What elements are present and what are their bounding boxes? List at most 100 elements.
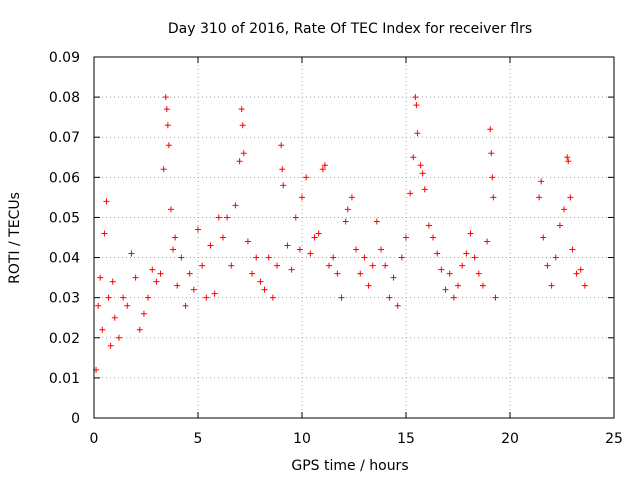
y-tick-label: 0.07 — [49, 130, 80, 146]
data-point — [398, 254, 405, 261]
data-point — [471, 254, 478, 261]
y-axis-label: ROTI / TECUs — [7, 192, 23, 284]
data-point — [109, 278, 116, 285]
data-point — [538, 178, 545, 185]
data-point — [344, 206, 351, 213]
data-point — [170, 246, 177, 253]
data-point — [369, 262, 376, 269]
data-point — [488, 150, 495, 157]
data-point — [132, 274, 139, 281]
data-point — [459, 262, 466, 269]
data-point — [540, 234, 547, 241]
data-point — [149, 266, 156, 273]
data-point — [207, 242, 214, 249]
data-point — [107, 342, 114, 349]
data-point — [296, 246, 303, 253]
data-point — [414, 130, 421, 137]
plot-frame — [93, 56, 615, 419]
data-point — [232, 202, 239, 209]
data-point — [228, 262, 235, 269]
data-point — [463, 250, 470, 257]
data-point — [417, 162, 424, 169]
data-point — [240, 150, 247, 157]
data-point — [261, 286, 268, 293]
data-point — [236, 158, 243, 165]
data-point — [330, 254, 337, 261]
data-point — [120, 294, 127, 301]
data-point — [492, 294, 499, 301]
x-tick-label: 0 — [90, 431, 99, 447]
data-point — [419, 170, 426, 177]
data-point — [165, 142, 172, 149]
data-point — [288, 266, 295, 273]
data-point — [136, 326, 143, 333]
data-point — [111, 314, 118, 321]
data-point — [160, 166, 167, 173]
data-point — [438, 266, 445, 273]
data-point — [490, 194, 497, 201]
data-point — [153, 278, 160, 285]
data-point — [348, 194, 355, 201]
x-tick-label: 5 — [194, 431, 203, 447]
data-point — [280, 182, 287, 189]
data-point — [569, 246, 576, 253]
data-point — [269, 294, 276, 301]
data-point — [361, 254, 368, 261]
data-point — [484, 238, 491, 245]
data-point — [338, 294, 345, 301]
y-tick-label: 0 — [71, 411, 80, 427]
data-point — [365, 282, 372, 289]
data-point — [321, 162, 328, 169]
data-point — [421, 186, 428, 193]
data-point — [195, 226, 201, 233]
data-point — [567, 194, 574, 201]
data-point — [434, 250, 441, 257]
data-point — [581, 282, 588, 289]
data-point — [278, 142, 285, 149]
y-tick-label: 0.03 — [49, 291, 80, 307]
data-point — [249, 270, 256, 277]
data-point — [487, 126, 494, 133]
data-point — [284, 242, 291, 249]
data-point — [403, 234, 409, 241]
data-point — [315, 230, 322, 237]
data-point — [479, 282, 486, 289]
y-tick-labels: 0 0.01 0.02 0.03 0.04 0.05 0.06 0.07 0.08 0.09 — [49, 50, 80, 427]
data-point — [257, 278, 264, 285]
grid-lines — [94, 57, 614, 418]
data-point — [307, 250, 314, 257]
data-point — [326, 262, 333, 269]
data-point — [556, 222, 563, 229]
data-point — [238, 106, 245, 113]
data-point — [311, 234, 318, 241]
data-point — [99, 326, 106, 333]
data-point — [319, 166, 326, 173]
data-point — [190, 286, 197, 293]
data-point — [413, 102, 420, 109]
data-point — [378, 246, 385, 253]
data-point — [394, 302, 401, 309]
data-point — [253, 254, 260, 261]
data-point — [186, 270, 193, 277]
y-tick-label: 0.06 — [49, 170, 80, 186]
data-point — [386, 294, 393, 301]
data-point — [167, 206, 174, 213]
data-point — [565, 158, 572, 165]
x-tick-label: 10 — [293, 431, 311, 447]
data-point — [425, 222, 432, 229]
data-point — [101, 230, 108, 237]
data-point — [357, 270, 364, 277]
data-point — [430, 234, 437, 241]
data-point — [103, 198, 110, 205]
data-point — [552, 254, 559, 261]
data-point — [182, 302, 189, 309]
data-point — [128, 250, 135, 257]
data-point — [244, 238, 251, 245]
data-point — [224, 214, 231, 221]
x-tick-label: 25 — [605, 431, 623, 447]
data-point — [475, 270, 482, 277]
data-point — [573, 270, 580, 277]
data-point — [164, 122, 171, 129]
data-point — [157, 270, 164, 277]
